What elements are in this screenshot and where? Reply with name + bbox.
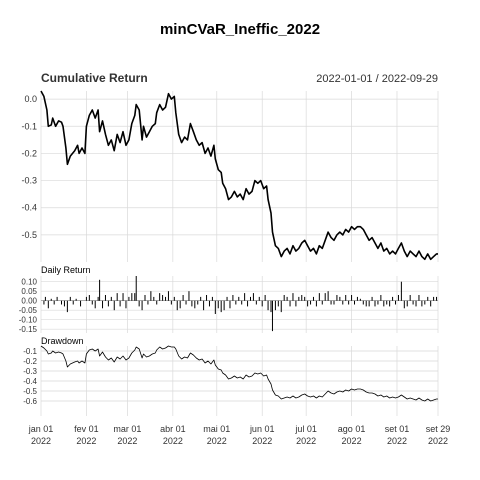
cumulative-ytick-label: -0.2 — [21, 148, 37, 158]
cumulative-return-panel: 0.0 -0.1 -0.2 -0.3 -0.4 -0.5 — [21, 90, 439, 262]
cumulative-ytick-label: -0.1 — [21, 121, 37, 131]
x-tick-label-year: 2022 — [76, 436, 96, 446]
drawdown-ytick-label: -0.4 — [23, 377, 37, 386]
daily-ytick-label: -0.15 — [19, 325, 38, 334]
drawdown-ytick-label: -0.1 — [23, 347, 37, 356]
x-tick-label-date: jan 01 — [28, 424, 54, 434]
x-tick-label-year: 2022 — [296, 436, 316, 446]
x-tick-label-date: mar 01 — [113, 424, 141, 434]
cumulative-ytick-label: -0.4 — [21, 203, 37, 213]
x-tick-label-year: 2022 — [163, 436, 183, 446]
drawdown-ytick-label: -0.3 — [23, 367, 37, 376]
drawdown-ytick-label: -0.6 — [23, 397, 37, 406]
drawdown-panel-label: Drawdown — [41, 336, 84, 346]
x-tick-label-date: fev 01 — [74, 424, 99, 434]
x-tick-label-date: jul 01 — [294, 424, 317, 434]
drawdown-line — [40, 345, 438, 402]
cumulative-panel-label: Cumulative Return — [41, 71, 148, 85]
x-tick-label-year: 2022 — [387, 436, 407, 446]
daily-ytick-label: -0.05 — [19, 306, 38, 315]
x-tick-label-date: abr 01 — [160, 424, 186, 434]
cumulative-ytick-label: -0.3 — [21, 176, 37, 186]
x-tick-label-date: mai 01 — [203, 424, 230, 434]
drawdown-ytick-label: -0.5 — [23, 387, 37, 396]
cumulative-ytick-label: 0.0 — [24, 94, 37, 104]
drawdown-ytick-label: -0.2 — [23, 357, 37, 366]
x-tick-label-date: jun 01 — [249, 424, 275, 434]
x-tick-label-year: 2022 — [342, 436, 362, 446]
x-tick-label-date: set 01 — [385, 424, 410, 434]
daily-ytick-label: 0.10 — [21, 278, 37, 287]
cumulative-line — [40, 90, 438, 261]
daily-return-panel: 0.100.050.00-0.05-0.10-0.15 — [19, 276, 439, 334]
x-tick-label-date: ago 01 — [338, 424, 366, 434]
x-axis: jan 01 2022 fev 01 2022 mar 01 2022 abr 01 2022… — [28, 406, 451, 446]
x-tick-label-year: 2022 — [207, 436, 227, 446]
x-tick-label-year: 2022 — [31, 436, 51, 446]
daily-ytick-label: 0.05 — [21, 287, 37, 296]
daily-ytick-label: -0.10 — [19, 316, 38, 325]
daily-panel-label: Daily Return — [41, 265, 91, 275]
daily-ytick-label: 0.00 — [21, 297, 37, 306]
x-tick-label-year: 2022 — [252, 436, 272, 446]
chart-title: minCVaR_Ineffic_2022 — [160, 21, 320, 38]
x-tick-label-year: 2022 — [117, 436, 137, 446]
cumulative-ytick-label: -0.5 — [21, 230, 37, 240]
drawdown-panel: -0.1-0.2-0.3-0.4-0.5-0.6 — [23, 345, 439, 406]
date-range-label: 2022-01-01 / 2022-09-29 — [316, 73, 438, 85]
x-tick-label-date: set 29 — [426, 424, 451, 434]
x-tick-label-year: 2022 — [428, 436, 448, 446]
